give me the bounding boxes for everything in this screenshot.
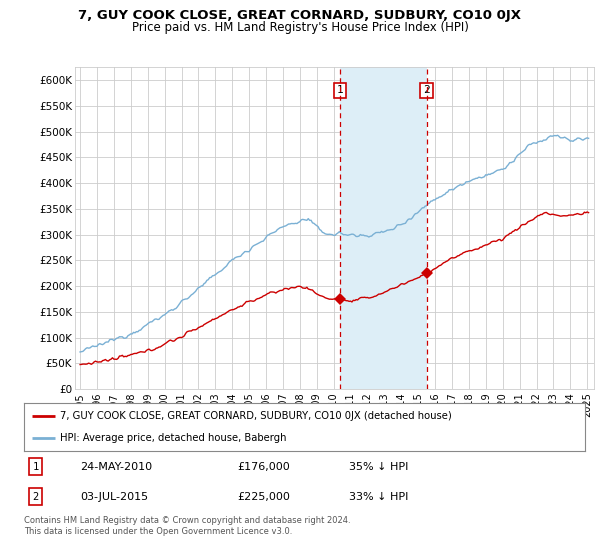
Text: 1: 1: [32, 461, 38, 472]
Text: 7, GUY COOK CLOSE, GREAT CORNARD, SUDBURY, CO10 0JX (detached house): 7, GUY COOK CLOSE, GREAT CORNARD, SUDBUR…: [61, 411, 452, 421]
Text: £225,000: £225,000: [237, 492, 290, 502]
Text: HPI: Average price, detached house, Babergh: HPI: Average price, detached house, Babe…: [61, 433, 287, 443]
Text: 2: 2: [423, 85, 430, 95]
Text: 33% ↓ HPI: 33% ↓ HPI: [349, 492, 409, 502]
Text: £176,000: £176,000: [237, 461, 290, 472]
Text: Contains HM Land Registry data © Crown copyright and database right 2024.
This d: Contains HM Land Registry data © Crown c…: [24, 516, 350, 536]
Text: 35% ↓ HPI: 35% ↓ HPI: [349, 461, 409, 472]
Text: 2: 2: [32, 492, 38, 502]
Text: 03-JUL-2015: 03-JUL-2015: [80, 492, 148, 502]
Text: 1: 1: [337, 85, 344, 95]
Text: 24-MAY-2010: 24-MAY-2010: [80, 461, 152, 472]
Text: 7, GUY COOK CLOSE, GREAT CORNARD, SUDBURY, CO10 0JX: 7, GUY COOK CLOSE, GREAT CORNARD, SUDBUR…: [79, 9, 521, 22]
Bar: [340, 67, 427, 389]
Text: Price paid vs. HM Land Registry's House Price Index (HPI): Price paid vs. HM Land Registry's House …: [131, 21, 469, 34]
